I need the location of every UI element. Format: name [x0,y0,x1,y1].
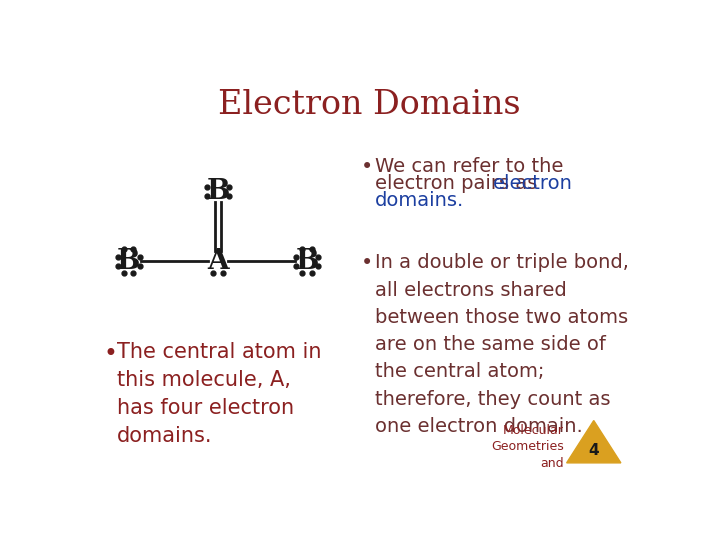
Text: B: B [206,178,230,205]
Text: Molecular
Geometries
and: Molecular Geometries and [491,423,564,470]
Text: The central atom in
this molecule, A,
has four electron
domains.: The central atom in this molecule, A, ha… [117,342,322,446]
Text: •: • [361,157,374,177]
Text: 4: 4 [588,443,599,458]
Text: We can refer to the: We can refer to the [375,157,564,176]
Text: A: A [207,248,229,275]
Polygon shape [567,421,621,463]
Text: electron pairs as: electron pairs as [375,174,544,193]
Text: domains.: domains. [375,191,464,210]
Text: B: B [117,248,140,275]
Text: electron: electron [492,174,572,193]
Text: In a double or triple bond,
all electrons shared
between those two atoms
are on : In a double or triple bond, all electron… [375,253,629,436]
Text: B: B [295,248,319,275]
Text: •: • [104,342,118,366]
Text: •: • [361,253,374,273]
Text: Electron Domains: Electron Domains [217,89,521,121]
